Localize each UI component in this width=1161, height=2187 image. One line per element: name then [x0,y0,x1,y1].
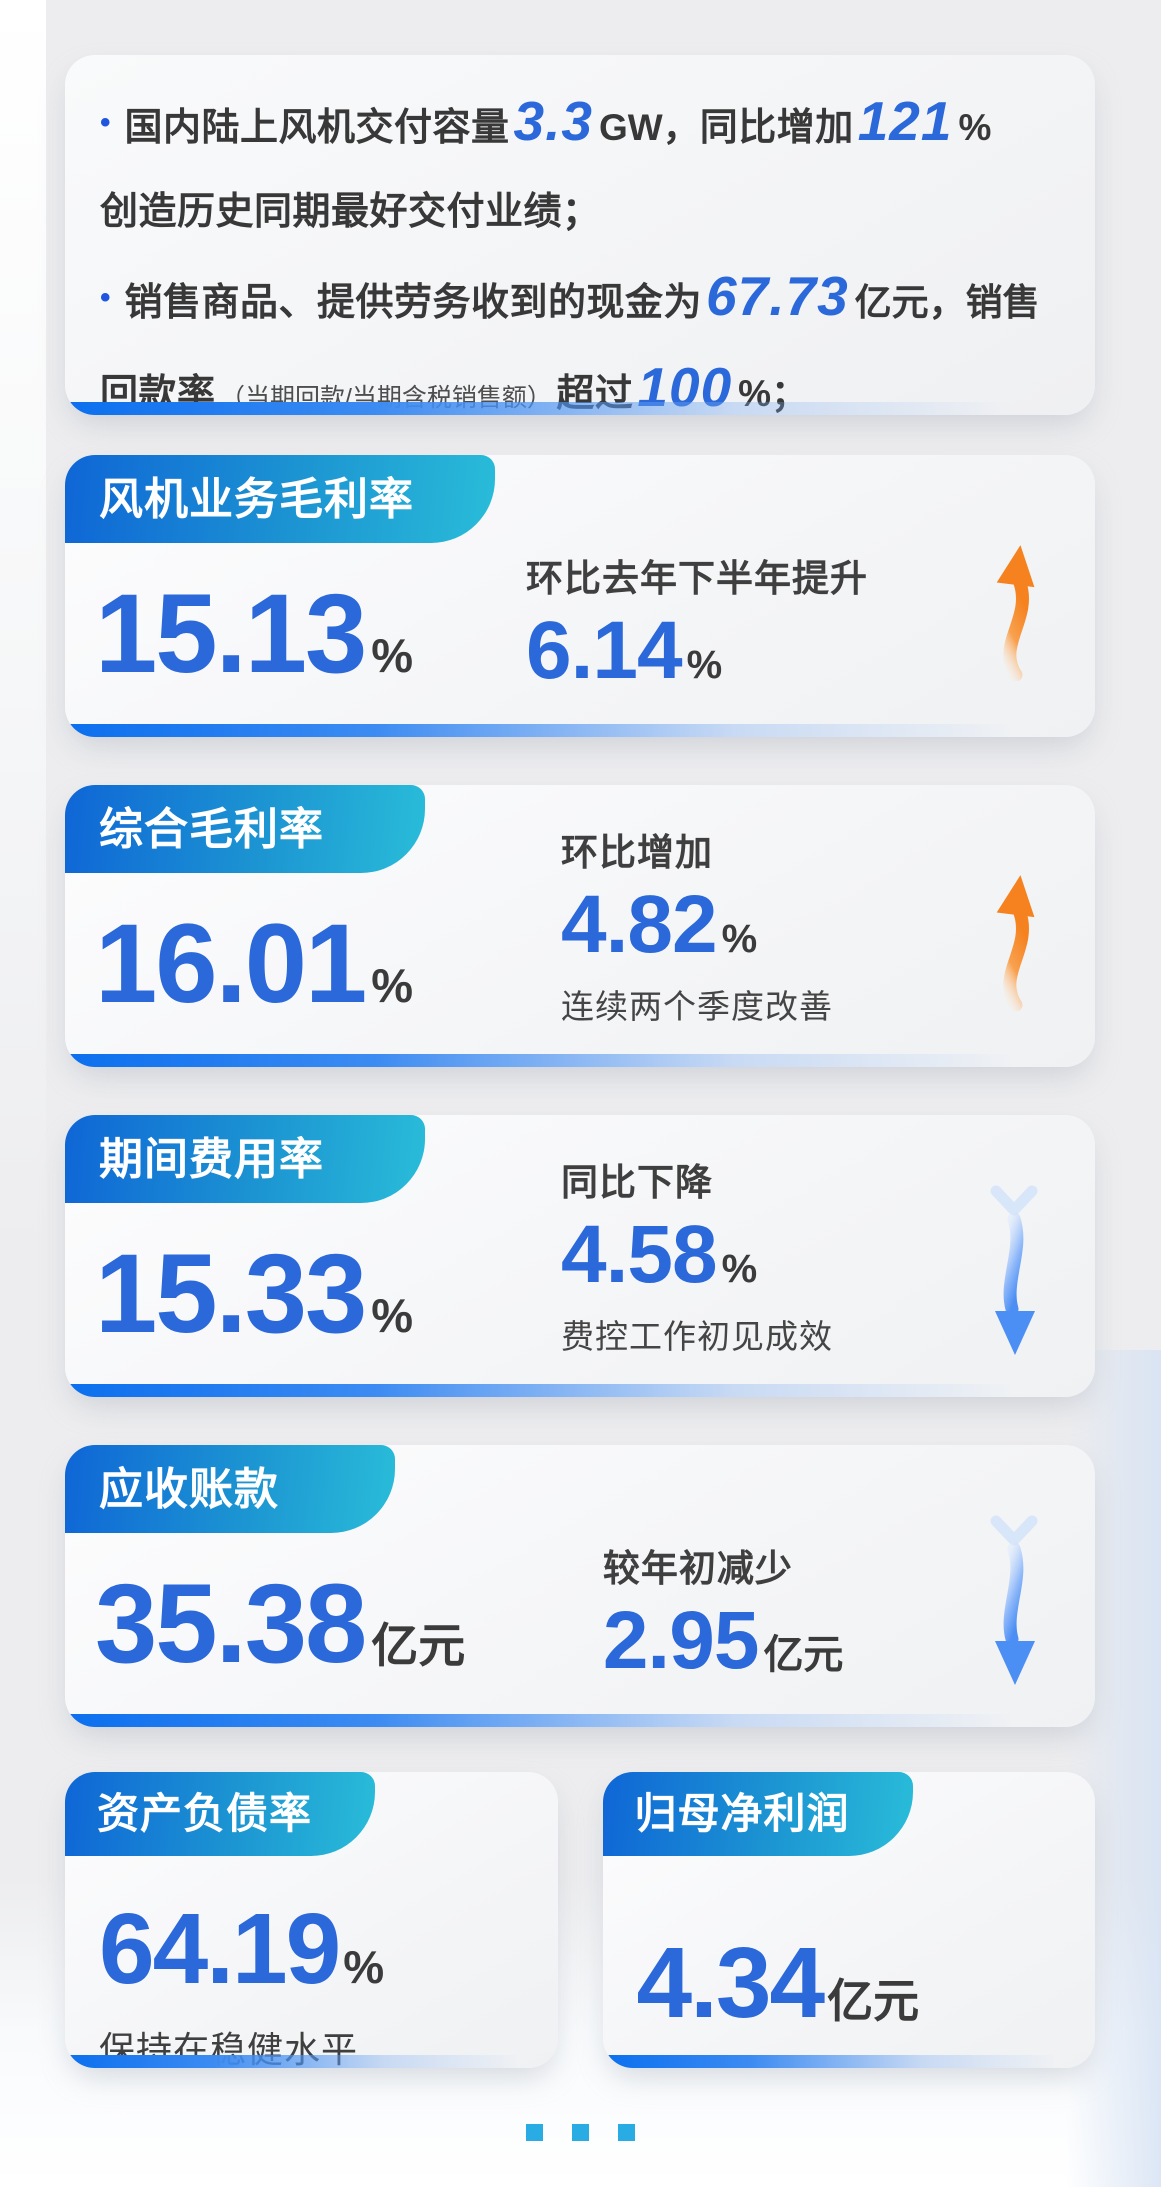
metric-unit: % [371,629,414,682]
card-bottom-accent-bar [65,2055,558,2068]
metric-title: 期间费用率 [99,1135,324,1184]
delta-note: 费控工作初见成效 [561,1318,834,1355]
card-bottom-accent-bar [65,1384,1095,1397]
metric-card-tab: 期间费用率 [65,1115,425,1203]
highlight-unit: 亿元，销售 [854,282,1040,323]
metric-value-group: 64.19% [99,1892,524,2007]
metric-delta: 同比下降 4.58% 费控工作初见成效 [413,1152,981,1358]
metric-value-group: 35.38 亿元 [95,1559,465,1688]
highlight-unit: GW， [599,107,700,148]
dot-icon [525,2124,543,2141]
metric-card-overall-gross-margin: 综合毛利率 16.01% 环比增加 4.82% 连续两个季度改善 [65,785,1095,1067]
delta-value: 2.95 [602,1595,760,1686]
metric-card-tab: 综合毛利率 [65,785,425,873]
card-bottom-accent-bar [65,1714,1095,1727]
highlight-line-2: 创造历史同期最好交付业绩； [100,180,1060,252]
delta-value-group: 6.14% [526,604,722,698]
metric-value-group: 15.33% [95,1229,413,1358]
infographic-page: • 国内陆上风机交付容量3.3 GW，同比增加121% 创造历史同期最好交付业绩； … [65,55,1095,2141]
metric-delta: 环比增加 4.82% 连续两个季度改善 [413,822,981,1028]
down-arrow-icon [981,1183,1047,1364]
highlight-text: 创造历史同期最好交付业绩； [100,191,601,233]
highlight-unit: % [958,107,992,148]
metric-card-body: 15.33% 同比下降 4.58% 费控工作初见成效 [65,1162,1095,1384]
delta-label: 同比下降 [561,1162,714,1203]
metric-title: 应收账款 [99,1465,279,1514]
metric-card-body: 4.34亿元 [603,1856,1096,2055]
metric-unit: 亿元 [371,1619,466,1672]
metric-card-body: 15.13% 环比去年下半年提升 6.14% [65,543,1095,724]
delta-label: 环比去年下半年提升 [526,558,869,599]
down-arrow-icon [981,1513,1047,1694]
highlight-number: 121 [857,90,953,152]
card-bottom-accent-bar [602,2055,1095,2068]
highlight-number: 67.73 [706,265,849,327]
metric-card-debt-ratio: 资产负债率 64.19% 保持在稳健水平 [65,1772,558,2068]
dot-icon [571,2124,589,2141]
metric-card-body: 64.19% 保持在稳健水平 [65,1856,558,2068]
metric-title: 归母净利润 [634,1789,850,1837]
metric-card-body: 16.01% 环比增加 4.82% 连续两个季度改善 [65,832,1095,1054]
delta-value-group: 4.82% [561,878,757,972]
metric-title: 资产负债率 [97,1789,313,1837]
highlight-text: 国内陆上风机交付容量 [124,107,510,149]
metric-card-tab: 归母净利润 [602,1772,913,1856]
bullet-dot-icon: • [100,281,111,314]
highlight-text: 销售商品、提供劳务收到的现金为 [124,282,703,324]
metric-card-tab: 资产负债率 [65,1772,375,1856]
bullet-dot-icon: • [100,106,111,139]
delta-value-group: 2.95 亿元 [603,1594,844,1688]
bottom-card-row: 资产负债率 64.19% 保持在稳健水平 归母净利润 4.34亿元 [65,1772,1095,2068]
highlight-line-1: • 国内陆上风机交付容量3.3 GW，同比增加121% [100,89,1060,168]
ellipsis-dots [65,2124,1095,2141]
highlights-card: • 国内陆上风机交付容量3.3 GW，同比增加121% 创造历史同期最好交付业绩； … [65,55,1095,415]
metric-card-tab: 应收账款 [65,1445,395,1533]
metric-card-accounts-receivable: 应收账款 35.38 亿元 较年初减少 2.95 亿元 [65,1445,1095,1727]
metric-value: 64.19 [99,1893,341,2005]
metric-value-group: 16.01% [95,899,413,1028]
up-arrow-icon [981,871,1047,1016]
highlight-line-3: • 销售商品、提供劳务收到的现金为67.73 亿元，销售 [100,264,1060,343]
metric-card-fan-gross-margin: 风机业务毛利率 15.13% 环比去年下半年提升 6.14% [65,455,1095,737]
delta-value: 4.58 [561,1209,718,1300]
delta-unit: % [686,643,723,687]
dot-icon [617,2124,635,2141]
metric-unit: % [371,959,414,1012]
card-bottom-accent-bar [65,724,1095,737]
metric-card-tab: 风机业务毛利率 [65,455,495,543]
card-bottom-accent-bar [65,1054,1095,1067]
up-arrow-icon [981,541,1047,686]
metric-value: 15.13 [95,571,367,696]
metric-delta: 较年初减少 2.95 亿元 [465,1538,981,1688]
metric-title: 风机业务毛利率 [99,475,414,524]
page-left-light-strip [0,0,46,1250]
delta-label: 较年初减少 [602,1548,793,1589]
delta-value: 6.14 [526,605,683,696]
delta-note: 连续两个季度改善 [561,988,834,1025]
metric-delta: 环比去年下半年提升 6.14% [413,548,981,698]
delta-value-group: 4.58% [561,1208,757,1302]
metric-unit: % [371,1289,414,1342]
delta-value: 4.82 [561,879,718,970]
metric-card-net-profit: 归母净利润 4.34亿元 [602,1772,1096,2068]
delta-unit: % [721,1247,758,1291]
delta-unit: % [721,917,758,961]
metric-title: 综合毛利率 [99,805,324,854]
highlight-number: 3.3 [513,90,593,152]
metric-unit: 亿元 [827,1975,920,2027]
metric-value: 35.38 [95,1561,367,1686]
delta-label: 环比增加 [561,832,714,873]
delta-unit: 亿元 [763,1633,844,1677]
metric-unit: % [343,1941,385,1993]
metric-value: 4.34 [636,1927,826,2039]
metric-value: 15.33 [95,1231,367,1356]
metric-value-group: 4.34亿元 [637,1926,1062,2041]
metric-value: 16.01 [95,901,367,1026]
metric-value-group: 15.13% [95,569,413,698]
highlight-text: 同比增加 [699,107,854,149]
metric-card-body: 35.38 亿元 较年初减少 2.95 亿元 [65,1515,1095,1714]
card-bottom-accent-bar [65,402,1095,415]
metric-card-period-expense-ratio: 期间费用率 15.33% 同比下降 4.58% 费控工作初见成效 [65,1115,1095,1397]
